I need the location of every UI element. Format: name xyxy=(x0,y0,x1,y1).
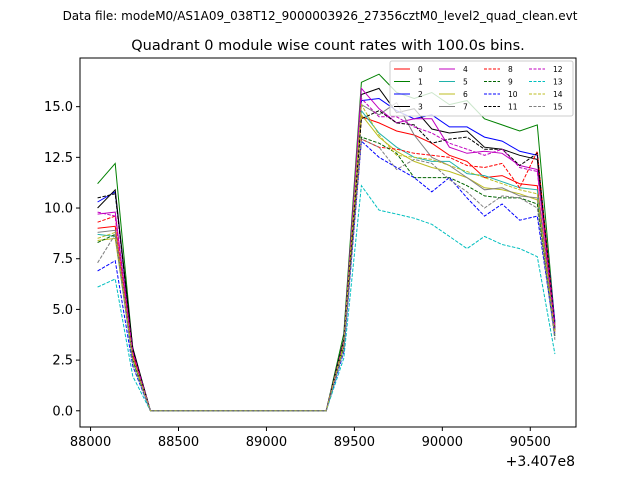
legend-label-9: 9 xyxy=(508,78,513,87)
y-tick-label: 10.0 xyxy=(44,202,73,217)
y-tick-label: 5.0 xyxy=(52,303,73,318)
x-tick-label: 90500 xyxy=(510,435,551,450)
legend-label-12: 12 xyxy=(553,65,563,74)
legend-label-4: 4 xyxy=(463,65,468,74)
series-line-15 xyxy=(97,138,556,412)
y-tick-label: 7.5 xyxy=(52,252,73,267)
x-tick-label: 89000 xyxy=(246,435,287,450)
legend-label-14: 14 xyxy=(553,90,563,99)
x-offset-label: +3.407e8 xyxy=(506,454,575,470)
legend-label-3: 3 xyxy=(418,103,423,112)
legend-label-6: 6 xyxy=(463,90,468,99)
legend-frame xyxy=(389,60,574,117)
legend-label-0: 0 xyxy=(418,65,423,74)
series-line-1 xyxy=(97,73,556,412)
legend-label-1: 1 xyxy=(418,78,423,87)
y-tick-label: 15.0 xyxy=(44,100,73,115)
x-tick-label: 88000 xyxy=(70,435,111,450)
series-line-14 xyxy=(97,102,556,412)
x-tick-label: 90000 xyxy=(422,435,463,450)
plot-frame xyxy=(79,57,577,428)
legend-label-13: 13 xyxy=(553,78,563,87)
series-line-2 xyxy=(97,97,556,412)
series-line-6 xyxy=(97,113,556,412)
series-line-13 xyxy=(97,184,556,412)
legend-label-8: 8 xyxy=(508,65,513,74)
series-line-8 xyxy=(97,138,556,412)
series-line-11 xyxy=(97,110,556,412)
series-line-3 xyxy=(97,87,556,412)
y-tick-label: 12.5 xyxy=(44,151,73,166)
legend-label-7: 7 xyxy=(463,103,468,112)
series-line-0 xyxy=(97,116,556,412)
legend-label-11: 11 xyxy=(508,103,518,112)
series-line-12 xyxy=(97,97,556,412)
series-line-4 xyxy=(97,87,556,412)
x-tick-label: 89500 xyxy=(334,435,375,450)
legend-label-5: 5 xyxy=(463,78,468,87)
x-tick-label: 88500 xyxy=(158,435,199,450)
axes-layer: 88000 88500 89000 89500 90000 90500 0.0 2.5 5.0 7… xyxy=(44,100,551,450)
series-layer xyxy=(97,73,556,412)
legend-label-2: 2 xyxy=(418,90,423,99)
chart-title: Quadrant 0 module wise count rates with … xyxy=(131,38,525,54)
series-line-5 xyxy=(97,109,556,412)
legend-label-15: 15 xyxy=(553,103,563,112)
series-line-10 xyxy=(97,140,556,412)
chart-suptitle: Data file: modeM0/AS1A09_038T12_90000039… xyxy=(63,9,578,23)
legend-label-10: 10 xyxy=(508,90,518,99)
y-tick-label: 2.5 xyxy=(52,354,73,369)
y-tick-label: 0.0 xyxy=(52,404,73,419)
